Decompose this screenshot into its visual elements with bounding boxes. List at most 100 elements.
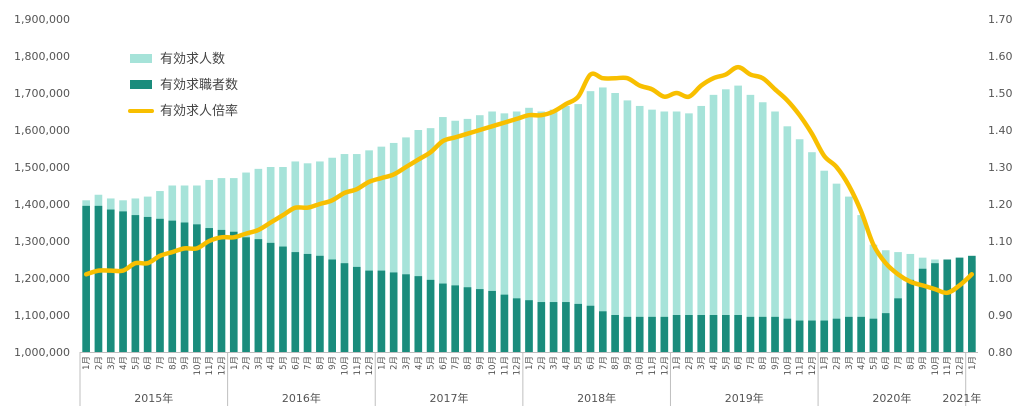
left-tick-label: 1,200,000 <box>14 272 70 285</box>
month-tick-label: 6月 <box>882 356 892 370</box>
bar-job-openings <box>697 105 706 352</box>
bar-job-openings <box>414 130 423 352</box>
bar-job-seekers <box>439 283 447 352</box>
month-tick-label: 6月 <box>587 356 597 370</box>
bar-job-seekers <box>648 316 656 352</box>
bar-job-seekers <box>303 253 312 352</box>
bar-job-openings <box>537 111 546 352</box>
bar-job-seekers <box>500 294 509 352</box>
month-tick-label: 4月 <box>562 356 572 370</box>
month-tick-label: 5月 <box>574 356 584 370</box>
month-tick-label: 6月 <box>291 356 301 370</box>
bar-job-openings <box>857 215 865 352</box>
month-tick-label: 1月 <box>673 356 683 370</box>
bar-job-seekers <box>734 315 742 352</box>
month-tick-label: 7月 <box>304 356 314 370</box>
left-tick-label: 1,600,000 <box>14 124 70 137</box>
right-tick-label: 1.10 <box>988 235 1013 248</box>
year-label: 2020年 <box>872 391 911 405</box>
bar-job-openings <box>635 105 644 352</box>
month-tick-label: 5月 <box>279 356 289 370</box>
bar-job-openings <box>451 120 460 352</box>
bar-job-seekers <box>857 316 865 352</box>
month-tick-label: 10月 <box>488 356 498 375</box>
bar-job-seekers <box>266 242 275 352</box>
month-tick-label: 10月 <box>783 356 793 375</box>
ratio-line <box>83 64 975 296</box>
right-tick-label: 0.90 <box>988 309 1013 322</box>
ratio-line-layer <box>83 64 975 296</box>
bar-job-seekers <box>143 216 152 352</box>
bar-job-openings <box>426 128 435 352</box>
bar-job-openings <box>734 85 742 352</box>
month-tick-label: 7月 <box>894 356 904 370</box>
bar-job-seekers <box>968 255 976 352</box>
year-label: 2016年 <box>282 391 321 405</box>
bar-job-seekers <box>820 320 829 352</box>
bar-job-seekers <box>463 287 472 352</box>
bar-job-seekers <box>291 252 300 352</box>
bar-job-seekers <box>242 237 250 352</box>
bar-job-seekers <box>82 205 90 352</box>
month-tick-label: 11月 <box>796 356 806 375</box>
bar-job-seekers <box>131 215 140 352</box>
bar-job-seekers <box>537 302 546 352</box>
month-tick-label: 12月 <box>218 356 228 375</box>
bar-job-seekers <box>894 298 902 352</box>
month-tick-label: 7月 <box>156 356 166 370</box>
month-tick-label: 9月 <box>919 356 929 370</box>
bar-job-openings <box>685 113 693 352</box>
right-tick-label: 1.20 <box>988 198 1013 211</box>
month-tick-label: 11月 <box>648 356 658 375</box>
bar-job-seekers <box>475 289 484 352</box>
bar-job-seekers <box>746 316 755 352</box>
bar-job-openings <box>881 250 890 352</box>
bar-job-seekers <box>402 274 410 352</box>
bar-job-openings <box>783 126 792 352</box>
bar-job-seekers <box>709 315 718 352</box>
year-label: 2015年 <box>134 391 173 405</box>
bar-job-openings <box>402 137 410 352</box>
legend-label-seekers: 有効求職者数 <box>160 78 238 93</box>
month-tick-label: 9月 <box>623 356 633 370</box>
bar-job-openings <box>709 94 718 352</box>
bar-job-seekers <box>562 302 570 352</box>
left-tick-label: 1,100,000 <box>14 309 70 322</box>
bar-job-openings <box>475 115 484 352</box>
bar-job-seekers <box>623 316 632 352</box>
bar-job-openings <box>758 102 767 352</box>
left-tick-label: 1,900,000 <box>14 13 70 26</box>
month-tick-label: 1月 <box>525 356 535 370</box>
bar-job-openings <box>845 196 853 352</box>
month-tick-label: 10月 <box>931 356 941 375</box>
legend-label-ratio: 有効求人倍率 <box>160 103 238 119</box>
bar-job-openings <box>869 244 878 352</box>
legend: 有効求人数 有効求職者数 有効求人倍率 <box>128 52 238 119</box>
bar-job-openings <box>586 91 595 353</box>
month-tick-label: 8月 <box>316 356 326 370</box>
bar-job-seekers <box>352 266 361 352</box>
right-tick-label: 1.30 <box>988 161 1013 174</box>
bar-job-openings <box>365 150 373 352</box>
bar-job-openings <box>439 117 447 352</box>
bar-job-openings <box>771 111 779 352</box>
bar-job-seekers <box>845 316 853 352</box>
month-tick-label: 1月 <box>820 356 830 370</box>
bar-job-openings <box>672 111 681 352</box>
bar-job-seekers <box>586 305 595 352</box>
bar-job-seekers <box>869 318 878 352</box>
month-tick-label: 2月 <box>242 356 252 370</box>
bar-job-seekers <box>795 320 804 352</box>
bar-job-openings <box>746 94 755 352</box>
left-tick-label: 1,700,000 <box>14 87 70 100</box>
bar-job-openings <box>525 107 533 352</box>
right-tick-label: 0.80 <box>988 346 1013 359</box>
bar-job-openings <box>549 109 558 353</box>
month-tick-label: 6月 <box>734 356 744 370</box>
bar-job-seekers <box>525 300 533 352</box>
month-tick-label: 11月 <box>500 356 510 375</box>
bar-job-seekers <box>340 263 349 352</box>
bar-job-seekers <box>943 259 952 352</box>
year-label: 2017年 <box>430 391 469 405</box>
bar-job-openings <box>611 93 619 352</box>
